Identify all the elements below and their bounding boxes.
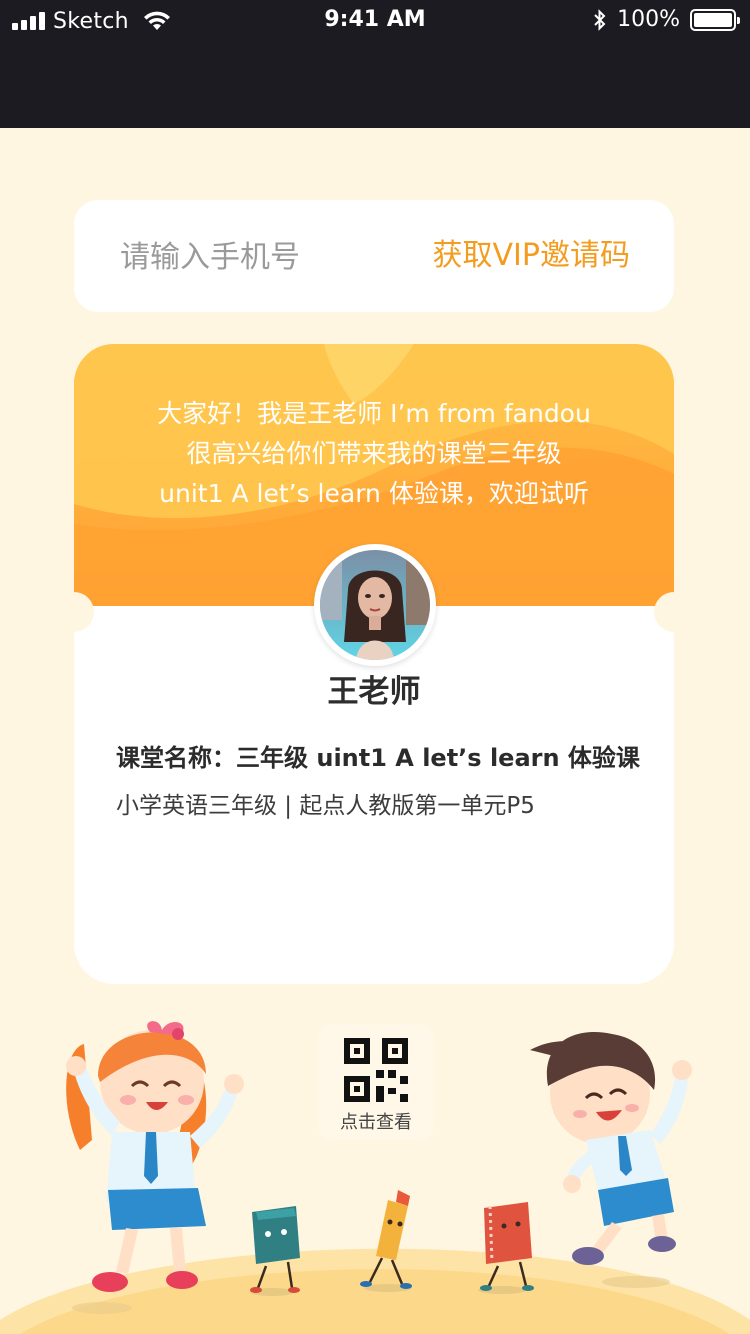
status-bar: Sketch 9:41 AM 100% [0,0,750,128]
card-notch-left [74,592,94,632]
battery-icon [690,8,740,31]
qr-code-button[interactable]: 点击查看 [318,1024,434,1140]
bottom-scene-illustration [0,1021,750,1334]
get-vip-code-button[interactable]: 获取VIP邀请码 [432,238,630,273]
intro-line: 很高兴给你们带来我的课堂三年级 [186,439,562,468]
wifi-icon [143,11,170,30]
intro-line: 大家好！我是王老师 I’m from fandou [157,399,591,428]
course-subtitle: 小学英语三年级 | 起点人教版第一单元P5 [116,793,535,819]
status-left: Sketch [12,8,171,34]
teacher-card: 大家好！我是王老师 I’m from fandou 很高兴给你们带来我的课堂三年… [74,344,674,984]
signal-icon [12,12,45,30]
book-character-icon [250,1206,300,1296]
girl-character-icon [66,1021,244,1314]
status-right: 100% [593,7,740,32]
teacher-intro: 大家好！我是王老师 I’m from fandou 很高兴给你们带来我的课堂三年… [74,394,674,514]
battery-fill [694,12,732,27]
avatar-image [320,550,430,660]
teacher-name: 王老师 [327,674,421,710]
qr-code-icon [344,1038,408,1102]
teacher-avatar [314,544,436,666]
course-name: 课堂名称：三年级 uint1 A let’s learn 体验课 [116,744,640,772]
qr-label: 点击查看 [340,1112,412,1133]
card-notch-right [654,592,674,632]
header-wave-decoration [74,344,674,606]
phone-input-card: 获取VIP邀请码 [74,200,674,314]
intro-line: unit1 A let’s learn 体验课，欢迎试听 [159,479,589,508]
carrier-name: Sketch [53,8,129,34]
status-time: 9:41 AM [324,7,426,32]
battery-percent: 100% [617,7,680,32]
pencil-character-icon [360,1190,412,1292]
boy-character-icon [530,1032,692,1288]
notebook-character-icon [478,1202,534,1294]
phone-input[interactable] [118,200,402,314]
bluetooth-icon [594,8,606,31]
